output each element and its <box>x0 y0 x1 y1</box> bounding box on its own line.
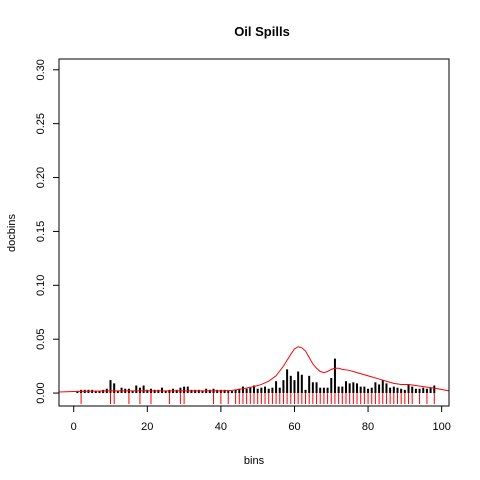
x-tick-label: 20 <box>141 421 153 433</box>
y-axis-label: docbins <box>6 214 18 252</box>
x-axis-label: bins <box>244 455 265 467</box>
density-line <box>58 346 450 393</box>
x-tick-label: 100 <box>432 421 450 433</box>
y-tick-label: 0.20 <box>35 167 47 188</box>
x-tick-label: 80 <box>362 421 374 433</box>
x-tick-label: 40 <box>215 421 227 433</box>
x-tick-label: 60 <box>288 421 300 433</box>
y-tick-label: 0.05 <box>35 328 47 349</box>
x-tick-label: 0 <box>71 421 77 433</box>
chart-title: Oil Spills <box>234 24 290 39</box>
y-tick-label: 0.30 <box>35 59 47 80</box>
rug-series <box>80 393 435 405</box>
axes: 0 20 40 60 80 100 0.00 0.05 0.10 0.15 0.20 0.25 0.30 <box>35 59 451 433</box>
y-tick-label: 0.15 <box>35 221 47 242</box>
bar-series <box>76 358 436 394</box>
y-tick-label: 0.25 <box>35 113 47 134</box>
y-tick-label: 0.10 <box>35 275 47 296</box>
y-tick-label: 0.00 <box>35 382 47 403</box>
density-series <box>58 346 450 393</box>
plot-frame <box>58 58 450 407</box>
